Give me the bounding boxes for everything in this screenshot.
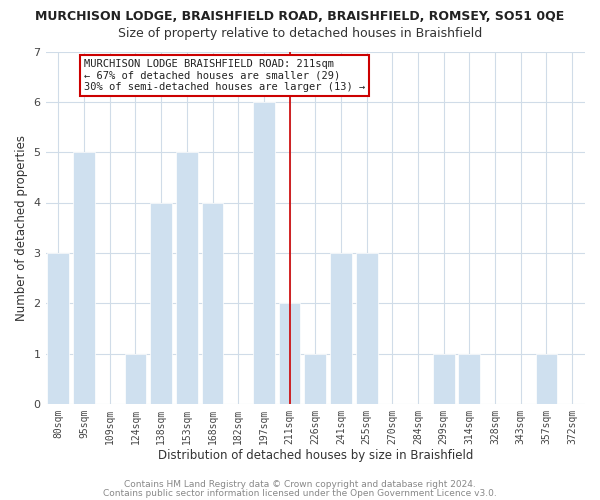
X-axis label: Distribution of detached houses by size in Braishfield: Distribution of detached houses by size … <box>158 450 473 462</box>
Bar <box>433 354 455 404</box>
Bar <box>176 152 198 404</box>
Bar <box>278 303 301 404</box>
Bar <box>356 253 377 404</box>
Bar <box>125 354 146 404</box>
Bar <box>330 253 352 404</box>
Y-axis label: Number of detached properties: Number of detached properties <box>15 134 28 320</box>
Bar <box>47 253 70 404</box>
Bar <box>304 354 326 404</box>
Bar <box>536 354 557 404</box>
Text: Contains public sector information licensed under the Open Government Licence v3: Contains public sector information licen… <box>103 488 497 498</box>
Bar <box>73 152 95 404</box>
Bar <box>253 102 275 404</box>
Bar <box>458 354 481 404</box>
Text: Size of property relative to detached houses in Braishfield: Size of property relative to detached ho… <box>118 28 482 40</box>
Text: Contains HM Land Registry data © Crown copyright and database right 2024.: Contains HM Land Registry data © Crown c… <box>124 480 476 489</box>
Text: MURCHISON LODGE, BRAISHFIELD ROAD, BRAISHFIELD, ROMSEY, SO51 0QE: MURCHISON LODGE, BRAISHFIELD ROAD, BRAIS… <box>35 10 565 23</box>
Text: MURCHISON LODGE BRAISHFIELD ROAD: 211sqm
← 67% of detached houses are smaller (2: MURCHISON LODGE BRAISHFIELD ROAD: 211sqm… <box>84 59 365 92</box>
Bar <box>150 202 172 404</box>
Bar <box>202 202 223 404</box>
